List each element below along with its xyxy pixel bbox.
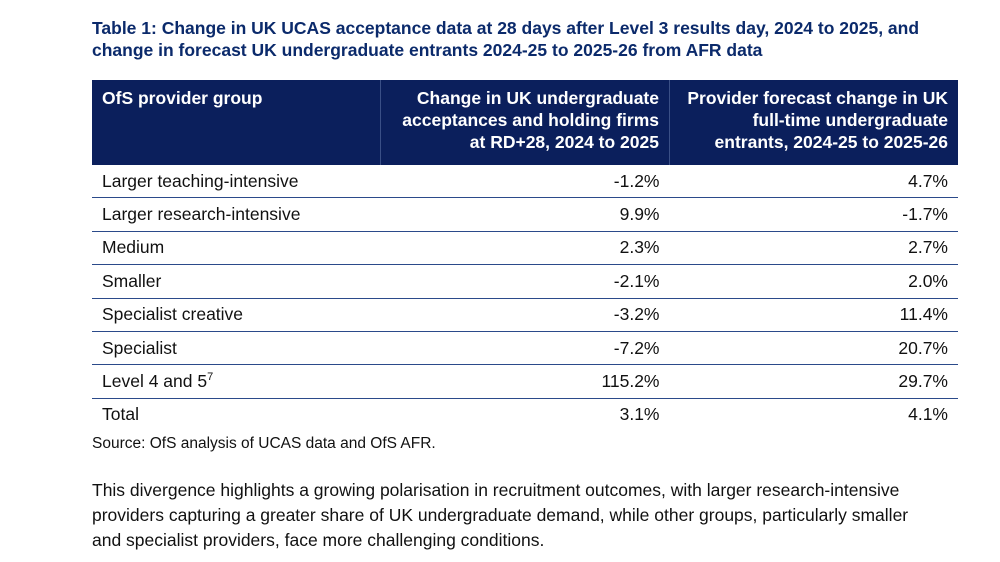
group-label: Total [102,404,139,425]
forecast-cell: 29.7% [669,364,958,399]
table-row: Specialist -7.2% 20.7% [92,331,958,366]
table-row: Total 3.1% 4.1% [92,398,958,431]
group-cell: Larger teaching-intensive [92,165,381,199]
forecast-cell: 20.7% [669,331,958,366]
table-header: OfS provider group Change in UK undergra… [92,80,958,165]
table-row: Medium 2.3% 2.7% [92,231,958,266]
forecast-cell: -1.7% [669,197,958,232]
forecast-cell: 2.7% [669,231,958,266]
group-label: Larger research-intensive [102,204,301,225]
acceptance-cell: 9.9% [380,197,670,232]
header-cell: Provider forecast change in UK full-time… [669,80,958,165]
footnote-ref: 7 [207,371,214,384]
table-row: Larger research-intensive 9.9% -1.7% [92,197,958,232]
group-cell: Level 4 and 57 [92,364,381,399]
group-cell: Specialist [92,331,381,366]
group-label: Specialist creative [102,304,244,325]
acceptance-cell: 115.2% [380,364,670,399]
group-cell: Specialist creative [92,298,381,332]
table-row: Specialist creative -3.2% 11.4% [92,298,958,332]
table-title: Table 1: Change in UK UCAS acceptance da… [92,18,920,60]
group-cell: Medium [92,231,381,266]
acceptance-cell: 3.1% [619,404,660,425]
group-label: Specialist [102,337,177,358]
header-row: OfS provider group Change in UK undergra… [92,80,958,165]
group-cell: Smaller [92,264,381,299]
acceptance-cell: -3.2% [380,298,670,332]
acceptance-cell: -7.2% [380,331,670,366]
header-cell: OfS provider group [92,80,381,165]
body-paragraph: This divergence highlights a growing pol… [92,480,909,550]
forecast-cell: 4.1% [908,404,948,425]
acceptance-cell: 2.3% [380,231,670,266]
data-table: OfS provider group Change in UK undergra… [92,80,958,431]
table-row: Smaller -2.1% 2.0% [92,264,958,299]
group-cell: Total [92,398,381,431]
group-label: Level 4 and 5 [102,371,208,392]
acceptance-cell: -2.1% [380,264,670,299]
header-cell: Change in UK undergraduate acceptances a… [380,80,670,165]
group-label: Medium [102,237,165,258]
forecast-cell: 2.0% [669,264,958,299]
forecast-cell: 11.4% [669,298,958,332]
acceptance-cell: -1.2% [380,165,670,199]
group-label: Larger teaching-intensive [102,170,299,191]
table-row: Level 4 and 57 115.2% 29.7% [92,364,958,399]
forecast-cell: 4.7% [669,165,958,199]
group-label: Smaller [102,270,162,291]
source-note: Source: OfS analysis of UCAS data and Of… [92,435,436,452]
group-cell: Larger research-intensive [92,197,381,232]
table-body: Larger teaching-intensive -1.2% 4.7% Larger… [92,165,958,431]
table-row: Larger teaching-intensive -1.2% 4.7% [92,165,958,199]
